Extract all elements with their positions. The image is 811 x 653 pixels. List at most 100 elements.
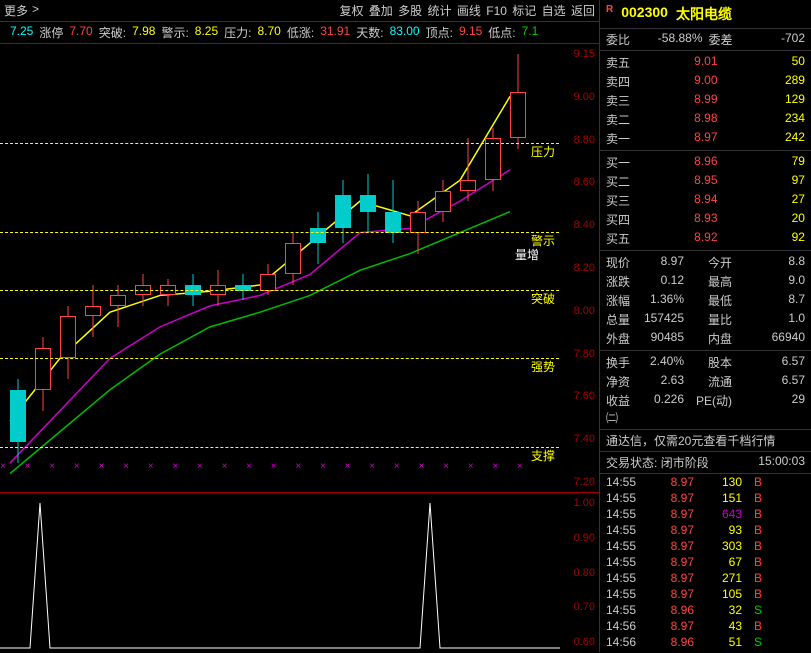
- info-text: 通达信，仅需20元查看千档行情: [600, 430, 811, 452]
- candle[interactable]: [460, 138, 476, 201]
- order-row[interactable]: 买四 8.93 20: [600, 210, 811, 229]
- detail-row: 净资 2.63 流通 6.57: [600, 372, 811, 391]
- order-price: 8.93: [662, 211, 718, 228]
- det-l2: 最高: [684, 273, 732, 290]
- sub-chart[interactable]: 1.000.900.800.700.60: [0, 492, 599, 652]
- trade-list[interactable]: 14:55 8.97 130 B 14:55 8.97 151 B 14:55 …: [600, 474, 811, 652]
- menu-item[interactable]: 多股: [398, 4, 422, 18]
- order-row[interactable]: 卖四 9.00 289: [600, 72, 811, 91]
- ratio-label1: 委比: [606, 31, 630, 48]
- det-l2: 今开: [684, 254, 732, 271]
- chart-panel: 更多 > 复权 叠加 多股 统计 画线 F10 标记 自选 返回 7.25 涨停…: [0, 0, 600, 652]
- y-tick: 0.90: [561, 532, 597, 544]
- candle[interactable]: [510, 54, 526, 148]
- candle[interactable]: [160, 279, 176, 306]
- order-row[interactable]: 卖二 8.98 234: [600, 110, 811, 129]
- det-l2: 内盘: [684, 330, 732, 347]
- det-v2: 6.57: [732, 373, 805, 390]
- trade-time: 14:55: [606, 570, 646, 586]
- order-row[interactable]: 买二 8.95 97: [600, 172, 811, 191]
- candle[interactable]: [410, 201, 426, 253]
- trade-price: 8.96: [646, 634, 694, 650]
- candle[interactable]: [435, 180, 451, 222]
- order-label: 卖五: [606, 54, 630, 71]
- menu-item[interactable]: 自选: [542, 4, 566, 18]
- detail-row: 涨跌 0.12 最高 9.0: [600, 272, 811, 291]
- candle[interactable]: [310, 212, 326, 264]
- det-v1: 90485: [636, 330, 684, 347]
- y-tick: 7.40: [561, 433, 597, 445]
- order-qty: 242: [749, 130, 805, 147]
- trade-price: 8.97: [646, 618, 694, 634]
- det-v2: 8.7: [732, 292, 805, 309]
- candle[interactable]: [10, 379, 26, 463]
- menu-item[interactable]: 叠加: [369, 4, 393, 18]
- trade-dir: S: [742, 634, 762, 650]
- candle[interactable]: [485, 128, 501, 191]
- detail-row: 换手 2.40% 股本 6.57: [600, 353, 811, 372]
- menu-item[interactable]: 返回: [571, 4, 595, 18]
- ratio-label2: 委差: [709, 31, 733, 48]
- trade-qty: 93: [694, 522, 742, 538]
- top-menu: 更多 > 复权 叠加 多股 统计 画线 F10 标记 自选 返回: [0, 0, 599, 22]
- menu-arrow[interactable]: >: [32, 2, 39, 19]
- menu-more[interactable]: 更多: [4, 2, 28, 19]
- main-chart[interactable]: 9.159.008.808.608.408.208.007.807.607.40…: [0, 44, 599, 492]
- ind-value: 9.15: [459, 24, 482, 41]
- order-row[interactable]: 买三 8.94 27: [600, 191, 811, 210]
- trade-time: 14:55: [606, 474, 646, 490]
- candle[interactable]: [85, 285, 101, 337]
- y-tick: 8.60: [561, 176, 597, 188]
- detail-row: 涨幅 1.36% 最低 8.7: [600, 291, 811, 310]
- trade-qty: 32: [694, 602, 742, 618]
- trade-qty: 51: [694, 634, 742, 650]
- candle[interactable]: [210, 270, 226, 306]
- menu-item[interactable]: 标记: [512, 4, 536, 18]
- det-v2: 9.0: [732, 273, 805, 290]
- order-label: 卖二: [606, 111, 630, 128]
- candle[interactable]: [235, 274, 251, 299]
- order-row[interactable]: 买一 8.96 79: [600, 153, 811, 172]
- stock-name: 太阳电缆: [676, 4, 732, 24]
- menu-item[interactable]: 统计: [428, 4, 452, 18]
- det-l2: 股本: [684, 354, 732, 371]
- candle[interactable]: [285, 233, 301, 285]
- order-row[interactable]: 卖三 8.99 129: [600, 91, 811, 110]
- candle[interactable]: [60, 306, 76, 379]
- candle[interactable]: [335, 180, 351, 243]
- ind-value: 31.91: [320, 24, 350, 41]
- order-qty: 92: [749, 230, 805, 247]
- sub-overlay: [0, 493, 560, 653]
- trade-row: 14:55 8.97 303 B: [600, 538, 811, 554]
- ind-label: 突破:: [99, 24, 126, 41]
- menu-item[interactable]: F10: [486, 4, 507, 18]
- stock-code[interactable]: 002300: [621, 4, 668, 24]
- trade-row: 14:55 8.97 105 B: [600, 586, 811, 602]
- ind-label: 低点:: [488, 24, 515, 41]
- ask-block: 卖五 9.01 50 卖四 9.00 289 卖三 8.99 129 卖二 8.…: [600, 51, 811, 151]
- det-v1: 0.226: [636, 392, 684, 426]
- y-tick: 7.60: [561, 390, 597, 402]
- trade-price: 8.97: [646, 554, 694, 570]
- trade-row: 14:56 8.97 43 B: [600, 618, 811, 634]
- order-qty: 20: [749, 211, 805, 228]
- status-value: 闭市阶段: [661, 456, 709, 470]
- ind-value: 7.98: [132, 24, 155, 41]
- detail-row: 总量 157425 量比 1.0: [600, 310, 811, 329]
- order-row[interactable]: 卖一 8.97 242: [600, 129, 811, 148]
- order-label: 卖四: [606, 73, 630, 90]
- menu-item[interactable]: 画线: [457, 4, 481, 18]
- candle[interactable]: [385, 180, 401, 243]
- vol-label: 量增: [515, 246, 539, 263]
- ind-label: 警示:: [161, 24, 188, 41]
- det-l1: 现价: [606, 254, 636, 271]
- order-qty: 50: [749, 54, 805, 71]
- trade-qty: 105: [694, 586, 742, 602]
- candle[interactable]: [35, 337, 51, 410]
- order-row[interactable]: 买五 8.92 92: [600, 229, 811, 248]
- order-qty: 234: [749, 111, 805, 128]
- trade-price: 8.97: [646, 506, 694, 522]
- menu-item[interactable]: 复权: [339, 4, 363, 18]
- order-row[interactable]: 卖五 9.01 50: [600, 53, 811, 72]
- candle[interactable]: [360, 174, 376, 233]
